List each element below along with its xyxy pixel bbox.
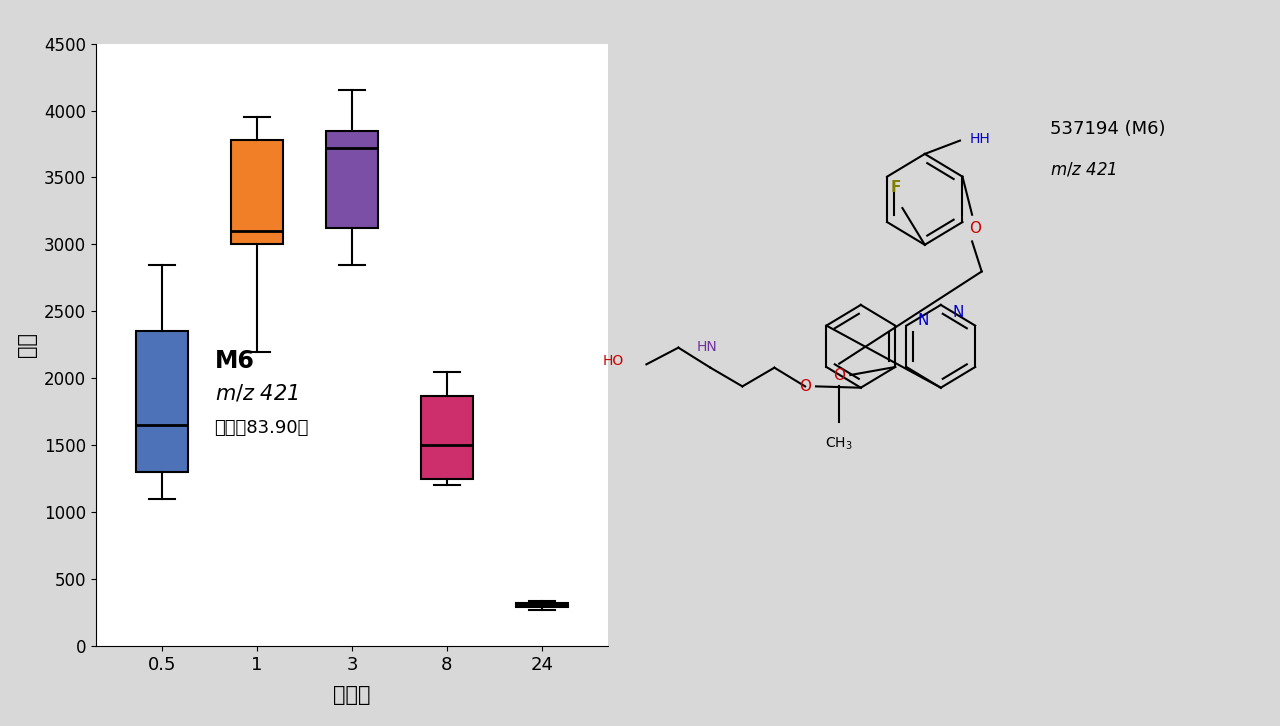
Text: O: O <box>799 379 812 394</box>
Text: N: N <box>952 306 964 320</box>
PathPatch shape <box>516 603 568 608</box>
Text: O: O <box>833 367 845 383</box>
X-axis label: 时间点: 时间点 <box>333 685 371 705</box>
PathPatch shape <box>326 131 378 229</box>
Text: CH$_3$: CH$_3$ <box>826 435 852 452</box>
Text: F: F <box>891 179 901 195</box>
Y-axis label: 丰度: 丰度 <box>17 333 37 357</box>
Text: $m/z$ 421: $m/z$ 421 <box>215 383 298 404</box>
Text: （得刈83.90）: （得刈83.90） <box>215 419 308 437</box>
Text: M6: M6 <box>215 348 255 372</box>
Text: $m/z$ 421: $m/z$ 421 <box>1050 160 1116 179</box>
Text: HO: HO <box>603 354 625 368</box>
Text: HH: HH <box>970 132 991 146</box>
PathPatch shape <box>232 140 283 245</box>
Text: N: N <box>918 313 929 327</box>
PathPatch shape <box>421 396 472 478</box>
Text: HN: HN <box>696 340 718 354</box>
PathPatch shape <box>136 332 188 472</box>
Text: 537194 (M6): 537194 (M6) <box>1050 121 1165 138</box>
Text: O: O <box>969 221 982 235</box>
